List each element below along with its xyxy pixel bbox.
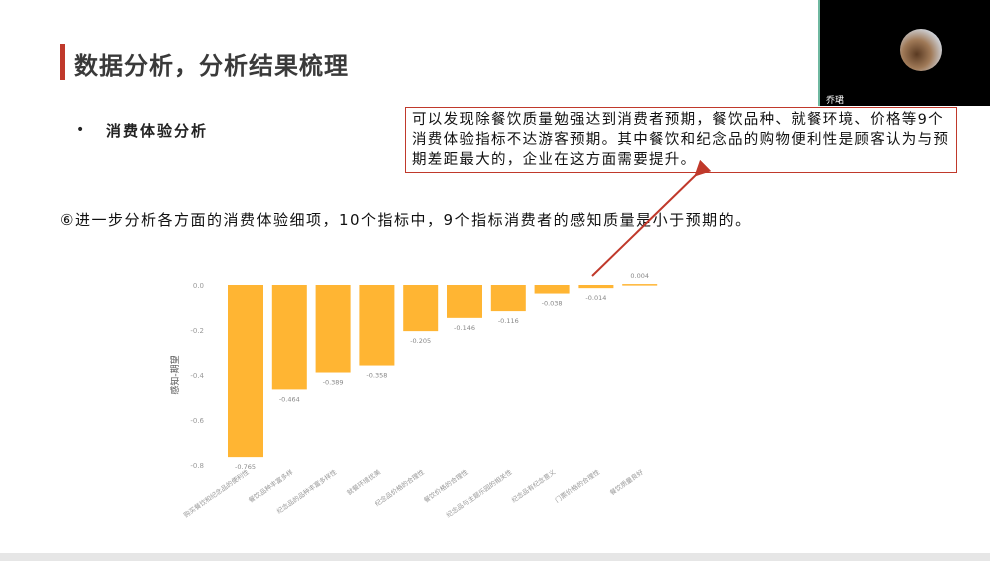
title-accent-bar [60,44,65,80]
bar [534,285,570,294]
y-tick-label: -0.4 [190,372,204,380]
y-tick-label: -0.2 [190,327,204,335]
webcam-video[interactable]: 乔珺 [818,0,990,106]
data-label: -0.146 [454,324,475,332]
bar [359,285,395,366]
bar [271,285,307,390]
x-tick-label: 就餐环境优美 [345,467,383,497]
section-heading: 消费体验分析 [106,122,209,140]
bar [578,285,614,289]
bar [228,285,263,458]
bar [447,285,482,318]
data-label: -0.205 [410,337,431,345]
bottom-bar [0,553,990,561]
bullet: • [76,122,85,138]
data-label: -0.464 [279,395,300,403]
description-text: ⑥进一步分析各方面的消费体验细项，10个指标中，9个指标消费者的感知质量是小于预… [60,211,752,229]
y-tick-label: -0.8 [190,462,204,470]
x-tick-label: 纪念品有纪念意义 [509,467,557,504]
x-tick-label: 餐饮品种丰富多样 [247,467,295,504]
y-tick-label: 0.0 [193,282,204,290]
data-label: 0.004 [630,272,649,280]
x-tick-label: 餐饮质量良好 [608,467,646,497]
x-tick-label: 购买餐饮和纪念品的便利性 [182,467,251,519]
data-label: -0.389 [323,379,344,387]
y-axis-label: 感知-期望 [169,355,181,394]
data-label: -0.765 [235,463,256,471]
bar [490,285,526,312]
bar [403,285,439,332]
bar [315,285,351,373]
y-tick-label: -0.6 [190,417,204,425]
data-label: -0.038 [542,300,563,308]
x-tick-label: 门票价格的合理性 [553,467,601,504]
data-label: -0.014 [585,294,606,302]
callout-box: 可以发现除餐饮质量勉强达到消费者预期，餐饮品种、就餐环境、价格等9个消费体验指标… [405,107,957,173]
slide-title: 数据分析，分析结果梳理 [74,52,349,80]
participant-video-avatar [900,29,942,71]
participant-name: 乔珺 [826,96,845,106]
data-label: -0.358 [366,372,387,380]
x-tick-label: 餐饮价格的合理性 [422,467,470,504]
data-label: -0.116 [498,317,519,325]
bar [622,284,658,286]
